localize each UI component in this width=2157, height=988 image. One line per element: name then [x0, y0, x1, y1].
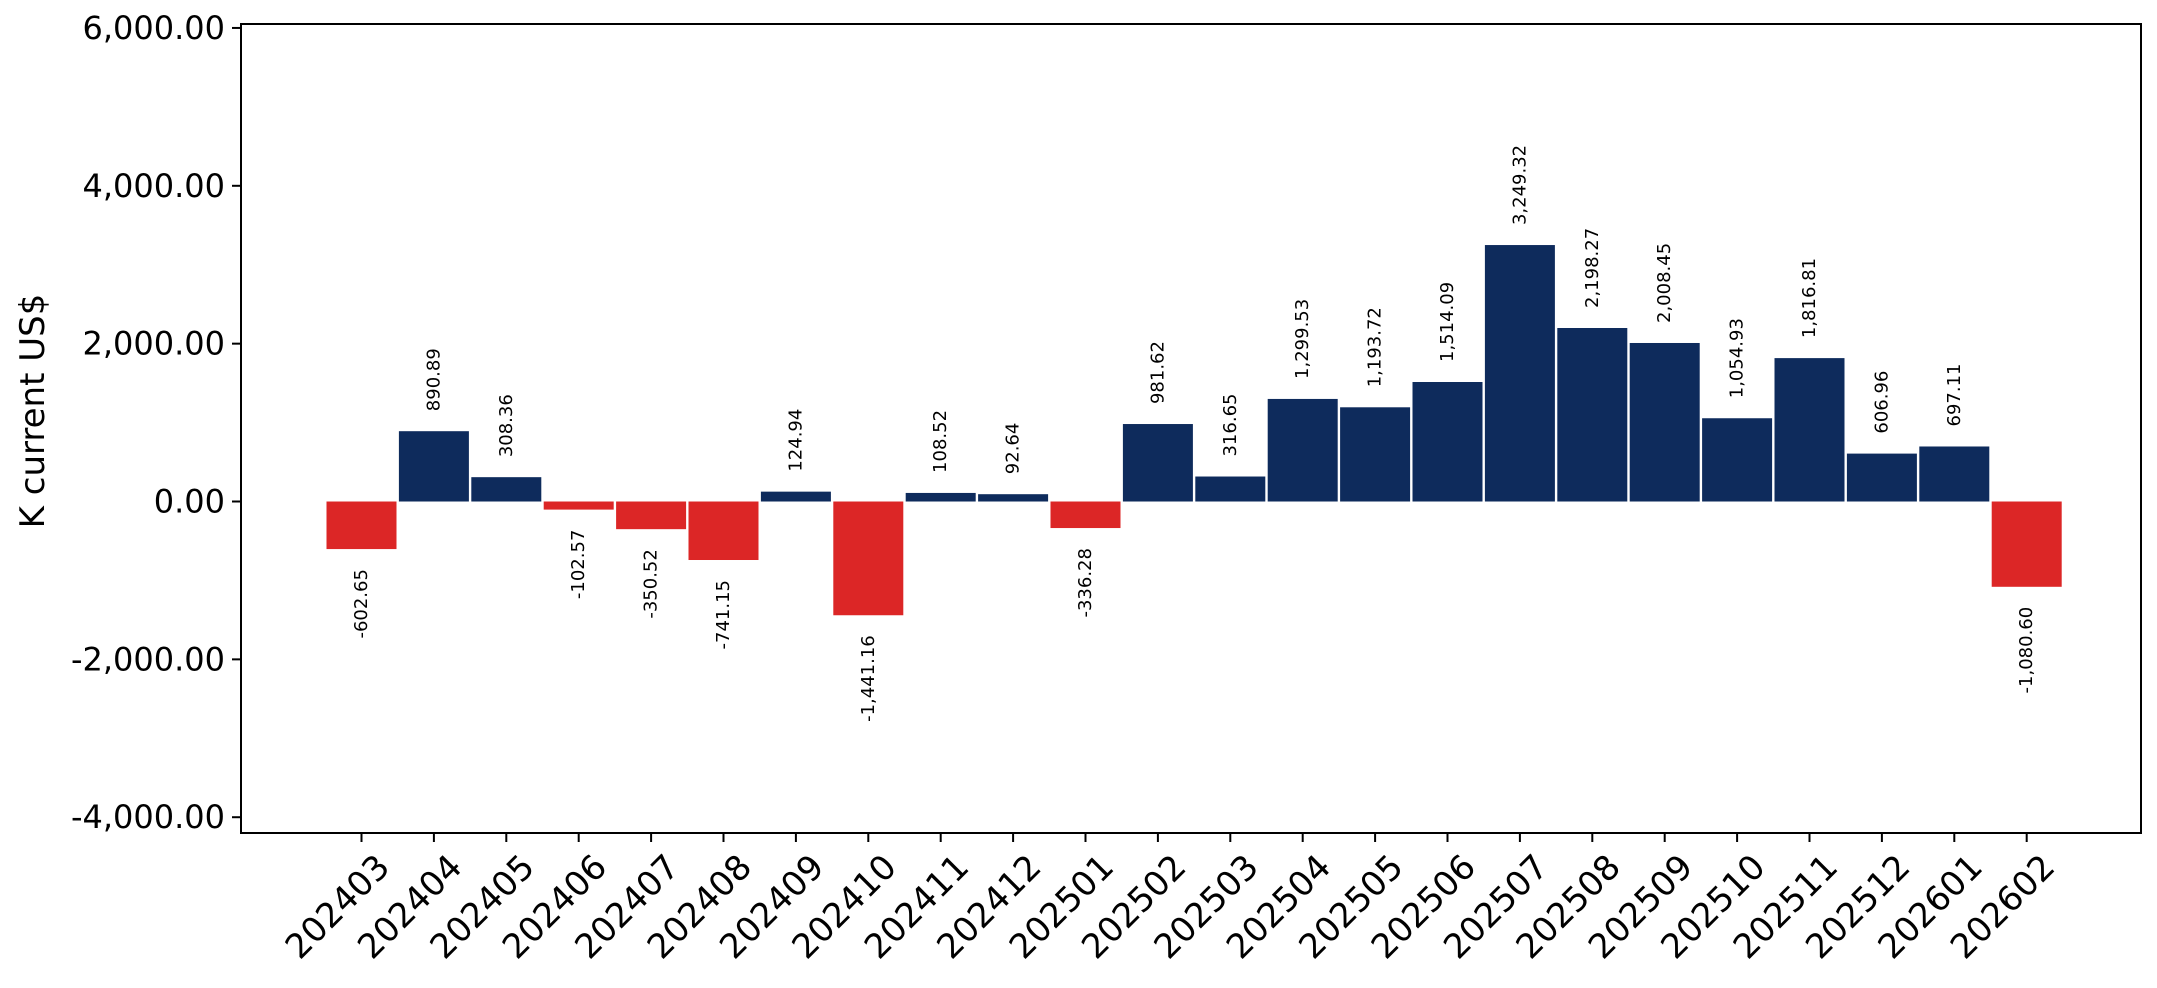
x-axis: 2024032024042024052024062024072024082024… [278, 833, 2063, 967]
bar-202403 [326, 501, 397, 550]
plot-frame [240, 23, 2142, 834]
y-axis: -4,000.00 -2,000.00 0.00 2,000.00 4,000.00 6,… [71, 9, 241, 836]
bar-202509 [1629, 342, 1700, 502]
data-label-202601: 697.11 [1944, 364, 1965, 427]
bar-202503 [1195, 476, 1266, 502]
bar-202501 [1050, 501, 1121, 529]
data-label-202503: 316.65 [1220, 394, 1241, 457]
data-label-202403: -602.65 [351, 569, 372, 638]
data-label-202508: 2,198.27 [1582, 228, 1603, 308]
bar-202406 [543, 501, 614, 510]
bar-202601 [1919, 446, 1990, 502]
bar-202405 [471, 477, 542, 502]
data-label-202404: 890.89 [423, 348, 444, 411]
data-label-202602: -1,080.60 [2016, 607, 2037, 694]
bar-202512 [1846, 453, 1917, 502]
y-tick-label: -2,000.00 [71, 640, 225, 678]
y-axis-label: K current US$ [13, 294, 53, 529]
bar-202408 [688, 501, 759, 561]
data-label-202409: 124.94 [785, 409, 806, 472]
bar-202409 [760, 491, 831, 502]
data-label-202502: 981.62 [1147, 341, 1168, 404]
bar-202505 [1340, 407, 1411, 502]
bar-202412 [978, 494, 1049, 502]
data-label-202407: -350.52 [641, 549, 662, 618]
bar-202407 [616, 501, 687, 530]
data-label-202501: -336.28 [1075, 548, 1096, 617]
y-tick-label: 2,000.00 [83, 325, 226, 363]
bars-layer [326, 245, 2062, 616]
data-label-202405: 308.36 [496, 394, 517, 457]
data-label-202406: -102.57 [568, 530, 589, 599]
y-tick-label: 6,000.00 [83, 9, 226, 47]
bar-202410 [833, 501, 904, 616]
data-label-202411: 108.52 [930, 410, 951, 473]
data-label-202410: -1,441.16 [858, 635, 879, 722]
data-label-202412: 92.64 [1003, 423, 1024, 475]
data-label-202505: 1,193.72 [1365, 307, 1386, 387]
bar-202502 [1122, 424, 1193, 502]
bar-202507 [1484, 245, 1555, 502]
bar-202504 [1267, 398, 1338, 502]
y-tick-label: -4,000.00 [71, 798, 225, 836]
data-label-202506: 1,514.09 [1437, 282, 1458, 362]
data-label-202510: 1,054.93 [1727, 318, 1748, 398]
y-tick-label: 0.00 [154, 483, 225, 521]
bar-202506 [1412, 382, 1483, 502]
data-label-202512: 606.96 [1871, 371, 1892, 434]
bar-202511 [1774, 358, 1845, 502]
data-label-202504: 1,299.53 [1292, 299, 1313, 379]
bar-202411 [905, 492, 976, 502]
data-label-202511: 1,816.81 [1799, 258, 1820, 338]
bar-202602 [1991, 501, 2062, 587]
y-tick-label: 4,000.00 [83, 167, 226, 205]
data-label-202509: 2,008.45 [1654, 243, 1675, 323]
bar-202510 [1702, 418, 1773, 502]
data-label-202408: -741.15 [713, 580, 734, 649]
bar-202508 [1557, 328, 1628, 502]
data-labels-layer: -602.65 890.89 308.36 -102.57 -350.52 -741.15… [351, 145, 2037, 722]
bar-202404 [398, 431, 469, 502]
data-label-202507: 3,249.32 [1509, 145, 1530, 225]
